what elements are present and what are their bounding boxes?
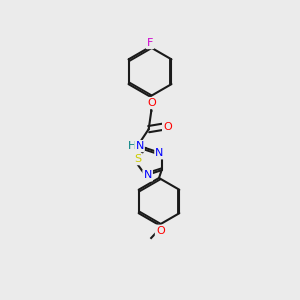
Text: O: O <box>163 122 172 131</box>
Text: N: N <box>135 141 144 151</box>
Text: N: N <box>155 148 164 158</box>
Text: N: N <box>143 170 152 180</box>
Text: S: S <box>135 154 142 164</box>
Text: O: O <box>156 226 165 236</box>
Text: F: F <box>147 38 153 48</box>
Text: O: O <box>148 98 157 108</box>
Text: H: H <box>128 141 137 151</box>
